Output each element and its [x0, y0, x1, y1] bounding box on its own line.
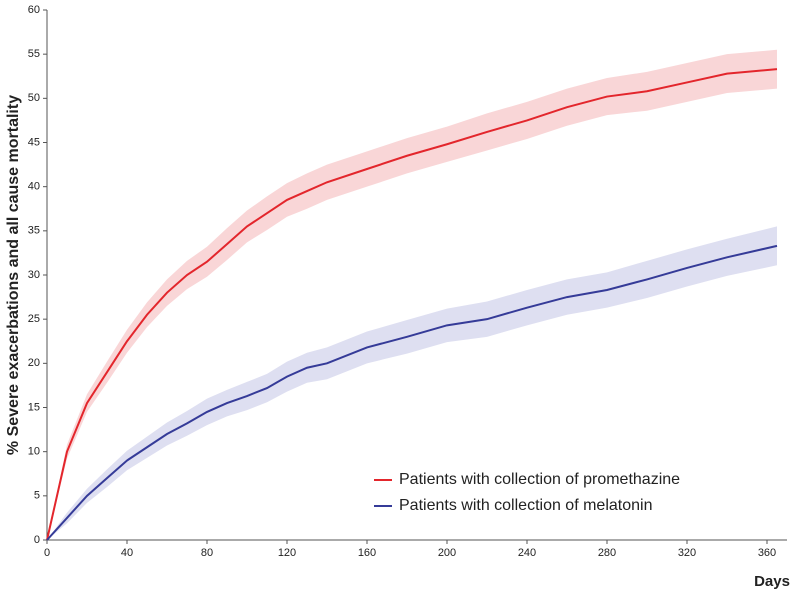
- y-tick-label: 5: [34, 490, 40, 502]
- x-tick-label: 0: [44, 547, 50, 559]
- series-line: [46, 68, 778, 541]
- x-tick-label: 120: [278, 547, 296, 559]
- y-tick-label: 60: [28, 4, 40, 16]
- confidence-band: [47, 226, 777, 540]
- x-tick-label: 200: [438, 547, 456, 559]
- y-tick-label: 35: [28, 225, 40, 237]
- series-line: [46, 244, 778, 541]
- legend-label: Patients with collection of promethazine: [399, 471, 680, 488]
- y-tick-label: 20: [28, 357, 40, 369]
- x-tick-label: 80: [201, 547, 213, 559]
- legend-label: Patients with collection of melatonin: [399, 497, 652, 514]
- y-tick-label: 50: [28, 92, 40, 104]
- y-tick-label: 40: [28, 181, 40, 193]
- y-tick-label: 10: [28, 446, 40, 458]
- y-tick-label: 30: [28, 269, 40, 281]
- x-tick-label: 160: [358, 547, 376, 559]
- x-tick-label: 40: [121, 547, 133, 559]
- confidence-band: [47, 49, 777, 540]
- y-tick-label: 25: [28, 313, 40, 325]
- y-tick-label: 45: [28, 136, 40, 148]
- x-tick-label: 320: [678, 547, 696, 559]
- y-tick-label: 55: [28, 48, 40, 60]
- y-tick-label: 0: [34, 534, 40, 546]
- x-tick-label: 280: [598, 547, 616, 559]
- x-tick-label: 360: [758, 547, 776, 559]
- y-tick-label: 15: [28, 401, 40, 413]
- x-tick-label: 240: [518, 547, 536, 559]
- x-axis-label: Days: [754, 573, 790, 590]
- y-axis-label: % Severe exacerbations and all cause mor…: [5, 95, 22, 455]
